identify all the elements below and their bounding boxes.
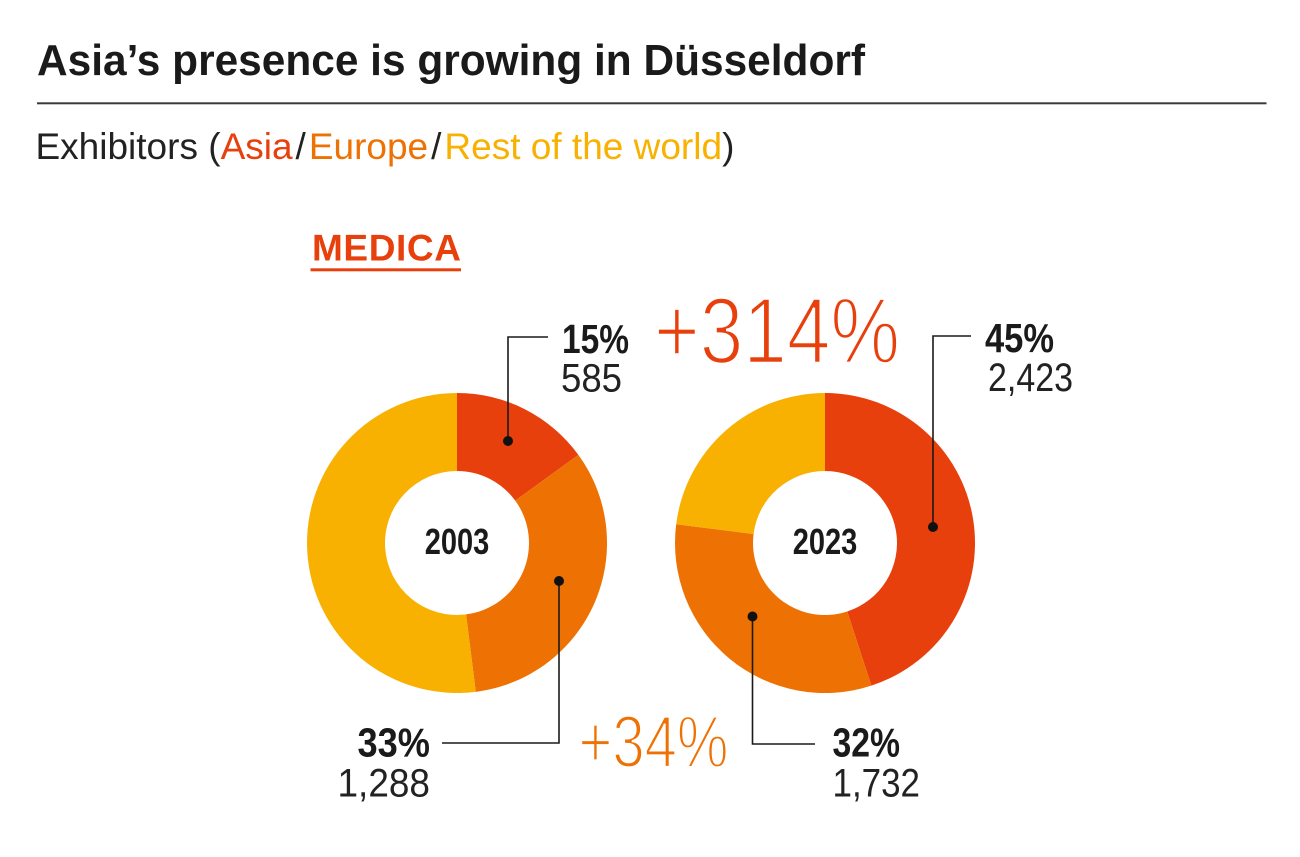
svg-text:585: 585 <box>561 357 622 401</box>
svg-text:33%: 33% <box>358 720 431 766</box>
svg-text:+314%: +314% <box>654 278 900 383</box>
svg-text:2,423: 2,423 <box>988 356 1073 400</box>
svg-text:MEDICA: MEDICA <box>312 227 462 268</box>
svg-text:Exhibitors (Asia/Europe/Rest o: Exhibitors (Asia/Europe/Rest of the worl… <box>36 126 735 167</box>
svg-text:1,732: 1,732 <box>833 762 921 806</box>
svg-text:Asia’s presence is growing in: Asia’s presence is growing in Düsseldorf <box>37 36 865 85</box>
svg-text:32%: 32% <box>833 720 901 766</box>
svg-text:2023: 2023 <box>793 521 858 562</box>
svg-text:+34%: +34% <box>579 702 729 783</box>
svg-text:2003: 2003 <box>425 521 490 562</box>
svg-text:15%: 15% <box>562 316 629 362</box>
svg-text:45%: 45% <box>985 315 1054 361</box>
svg-text:1,288: 1,288 <box>338 762 431 806</box>
